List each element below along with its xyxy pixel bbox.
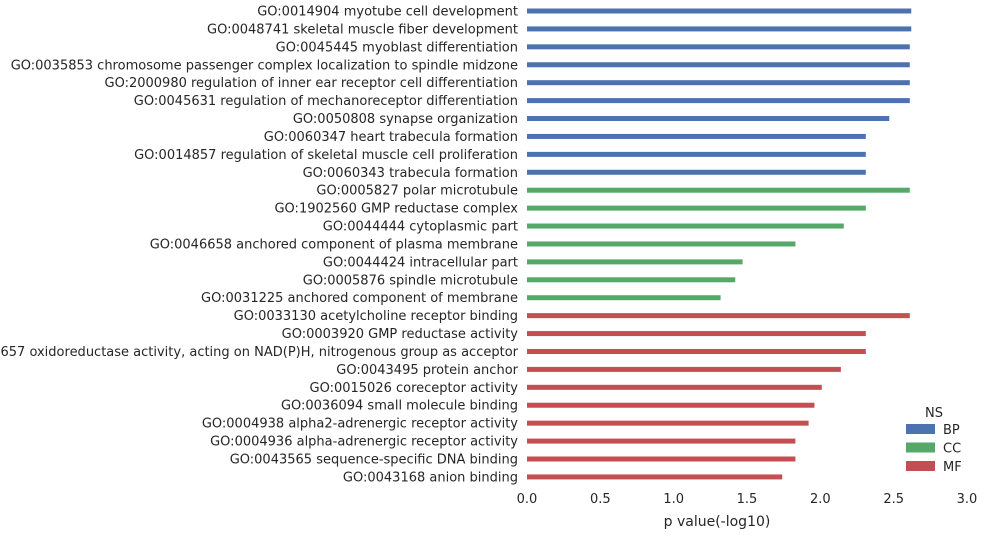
category-label: GO:0035853 chromosome passenger complex … xyxy=(11,58,518,73)
bar xyxy=(527,456,796,462)
bar xyxy=(527,223,844,229)
category-labels: GO:0014904 myotube cell development GO:00… xyxy=(0,5,519,486)
bar xyxy=(527,348,866,354)
legend-swatch xyxy=(906,424,935,434)
category-label: GO:0060343 trabecula formation xyxy=(303,166,518,181)
category-label: GO:0014904 myotube cell development xyxy=(257,5,518,20)
category-label: GO:0033130 acetylcholine receptor bindin… xyxy=(234,309,518,324)
x-tick-label: 1.5 xyxy=(737,492,758,507)
bar xyxy=(527,116,890,122)
category-label: GO:1902560 GMP reductase complex xyxy=(274,202,518,217)
legend-label: MF xyxy=(943,460,962,475)
category-label: GO:0048741 skeletal muscle fiber develop… xyxy=(207,22,518,37)
bar xyxy=(527,26,912,32)
bar xyxy=(527,8,912,14)
bar xyxy=(527,384,822,390)
bar xyxy=(527,62,910,68)
category-label: GO:0045631 regulation of mechanoreceptor… xyxy=(134,94,518,109)
bar xyxy=(527,44,910,50)
bar xyxy=(527,331,866,337)
x-tick-label: 0.0 xyxy=(517,492,538,507)
bar xyxy=(527,98,910,104)
category-label: GO:0046658 anchored component of plasma … xyxy=(150,237,518,252)
legend-swatch xyxy=(906,461,935,471)
legend-label: CC xyxy=(943,442,961,457)
legend-title: NS xyxy=(925,406,943,421)
category-label: GO:0050808 synapse organization xyxy=(293,112,518,127)
x-tick-label: 2.0 xyxy=(810,492,831,507)
category-label: GO:0060347 heart trabecula formation xyxy=(264,130,518,145)
bar xyxy=(527,187,910,193)
category-label: GO:0004936 alpha-adrenergic receptor act… xyxy=(210,435,518,450)
category-label: GO:0043168 anion binding xyxy=(343,470,518,485)
category-label: GO:2000980 regulation of inner ear recep… xyxy=(105,76,519,91)
category-label: GO:0044424 intracellular part xyxy=(323,255,518,270)
legend: NS BP CC MF xyxy=(906,406,962,475)
category-label: GO:0003920 GMP reductase activity xyxy=(282,327,519,342)
category-label: GO:0005876 spindle microtubule xyxy=(303,273,518,288)
bar xyxy=(527,366,841,372)
category-label: GO:0014857 regulation of skeletal muscle… xyxy=(134,148,518,163)
legend-label: BP xyxy=(943,423,960,438)
category-label: GO:0043565 sequence-specific DNA binding xyxy=(230,453,518,468)
category-label: GO:0045445 myoblast differentiation xyxy=(276,40,518,55)
x-tick-label: 3.0 xyxy=(957,492,978,507)
x-tick-label: 0.5 xyxy=(590,492,611,507)
category-label: GO:0004938 alpha2-adrenergic receptor ac… xyxy=(202,417,518,432)
bar xyxy=(527,313,910,319)
x-tick-label: 2.5 xyxy=(883,492,904,507)
bar xyxy=(527,277,736,283)
category-label: GO:0015026 coreceptor activity xyxy=(310,381,519,396)
bar xyxy=(527,402,815,408)
category-label: GO:0031225 anchored component of membran… xyxy=(201,291,518,306)
bar xyxy=(527,438,796,444)
bar xyxy=(527,169,866,175)
category-label: GO:0005827 polar microtubule xyxy=(316,184,518,199)
bar xyxy=(527,241,796,247)
category-label: GO:0043495 protein anchor xyxy=(336,363,518,378)
x-axis: p value(-log10) 0.0 0.5 1.0 1.5 2.0 2.5 3.0 xyxy=(517,492,978,530)
x-tick-label: 1.0 xyxy=(663,492,684,507)
category-label: GO:0044444 cytoplasmic part xyxy=(323,220,518,235)
x-axis-label: p value(-log10) xyxy=(664,514,771,530)
bar xyxy=(527,259,743,265)
bar xyxy=(527,80,910,86)
bar xyxy=(527,295,721,301)
category-label: GO:0036094 small molecule binding xyxy=(281,399,518,414)
bars-layer xyxy=(527,8,912,480)
category-label: GO:0016657 oxidoreductase activity, acti… xyxy=(0,345,519,360)
bar xyxy=(527,474,783,480)
bar xyxy=(527,205,866,211)
bar xyxy=(527,420,809,426)
legend-swatch xyxy=(906,442,935,453)
bar xyxy=(527,151,866,157)
bar xyxy=(527,133,866,139)
